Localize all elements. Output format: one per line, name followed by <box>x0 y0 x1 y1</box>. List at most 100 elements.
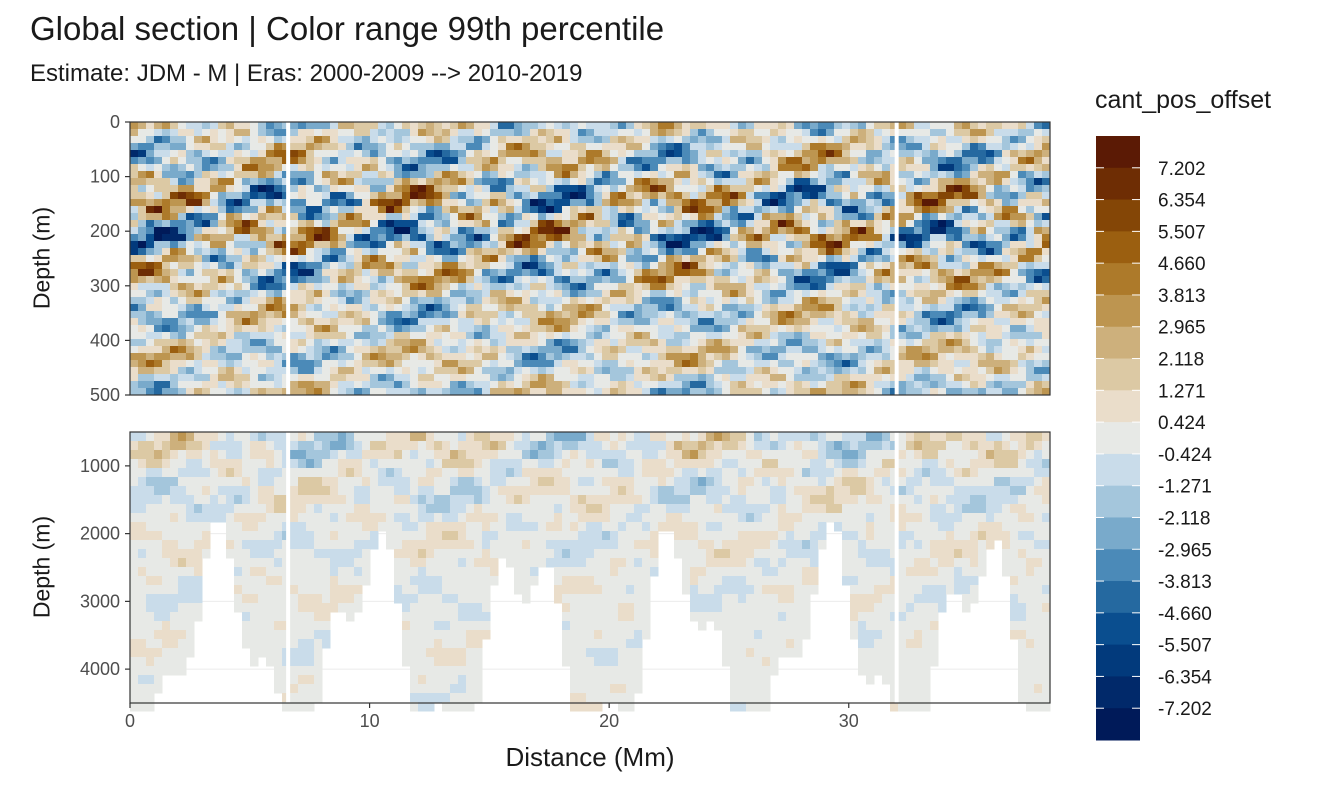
heat-cell <box>978 248 987 256</box>
heat-cell <box>202 353 211 361</box>
heat-cell <box>554 150 563 158</box>
heat-cell <box>178 504 187 514</box>
heat-cell <box>962 157 971 165</box>
heat-cell <box>242 432 251 442</box>
heat-cell <box>290 185 299 193</box>
heat-cell <box>250 381 259 389</box>
heat-cell <box>218 192 227 200</box>
heat-cell <box>298 248 307 256</box>
heat-cell <box>290 332 299 340</box>
heat-cell <box>914 283 923 291</box>
heat-cell <box>746 290 755 298</box>
heat-cell <box>202 495 211 505</box>
heat-cell <box>362 192 371 200</box>
heat-cell <box>450 206 459 214</box>
heat-cell <box>930 122 939 130</box>
heat-cell <box>354 388 363 396</box>
heat-cell <box>482 192 491 200</box>
heat-cell <box>242 576 251 586</box>
heat-cell <box>370 360 379 368</box>
heat-cell <box>418 199 427 207</box>
heat-cell <box>690 290 699 298</box>
heat-cell <box>946 339 955 347</box>
heat-cell <box>458 346 467 354</box>
heat-cell <box>978 367 987 375</box>
heat-cell <box>706 157 715 165</box>
heat-cell <box>730 178 739 186</box>
heat-cell <box>890 353 899 361</box>
heat-cell <box>242 441 251 451</box>
heat-cell <box>506 367 515 375</box>
heat-cell <box>298 388 307 396</box>
heat-cell <box>730 269 739 277</box>
heat-cell <box>634 122 643 130</box>
heat-cell <box>258 129 267 137</box>
heat-cell <box>322 157 331 165</box>
heat-cell <box>130 206 139 214</box>
heat-cell <box>250 522 259 532</box>
heat-cell <box>906 360 915 368</box>
heat-cell <box>962 255 971 263</box>
heat-cell <box>562 269 571 277</box>
heat-cell <box>290 122 299 130</box>
heat-cell <box>178 248 187 256</box>
heat-cell <box>754 157 763 165</box>
heat-cell <box>506 388 515 396</box>
heat-cell <box>1010 346 1019 354</box>
heat-cell <box>722 339 731 347</box>
heat-cell <box>682 388 691 396</box>
heat-cell <box>842 290 851 298</box>
heat-cell <box>770 206 779 214</box>
heat-cell <box>234 558 243 568</box>
heat-cell <box>170 585 179 595</box>
heat-cell <box>218 290 227 298</box>
heat-cell <box>130 603 139 613</box>
heat-cell <box>666 199 675 207</box>
heat-cell <box>386 311 395 319</box>
heat-cell <box>274 339 283 347</box>
heat-cell <box>618 339 627 347</box>
heat-cell <box>394 157 403 165</box>
heat-cell <box>210 468 219 478</box>
heat-cell <box>146 213 155 221</box>
heat-cell <box>890 388 899 396</box>
heat-cell <box>746 332 755 340</box>
heat-cell <box>306 381 315 389</box>
heat-cell <box>610 304 619 312</box>
heat-cell <box>658 178 667 186</box>
heat-cell <box>794 143 803 151</box>
heat-cell <box>170 297 179 305</box>
heat-cell <box>186 630 195 640</box>
heat-cell <box>898 248 907 256</box>
heat-cell <box>898 290 907 298</box>
heat-cell <box>170 531 179 541</box>
heat-cell <box>1034 129 1043 137</box>
heat-cell <box>634 262 643 270</box>
heat-cell <box>658 136 667 144</box>
heat-cell <box>314 262 323 270</box>
heat-cell <box>810 129 819 137</box>
heat-cell <box>394 381 403 389</box>
heat-cell <box>874 388 883 396</box>
heat-cell <box>442 318 451 326</box>
heat-cell <box>338 346 347 354</box>
heat-cell <box>130 276 139 284</box>
heat-cell <box>674 227 683 235</box>
heat-cell <box>826 360 835 368</box>
heat-cell <box>434 269 443 277</box>
heat-cell <box>714 388 723 396</box>
heat-cell <box>1026 248 1035 256</box>
heat-cell <box>530 248 539 256</box>
heat-cell <box>642 325 651 333</box>
heat-cell <box>882 136 891 144</box>
heat-cell <box>418 234 427 242</box>
heat-cell <box>610 248 619 256</box>
heat-cell <box>378 269 387 277</box>
heat-cell <box>234 199 243 207</box>
heat-cell <box>362 143 371 151</box>
heat-cell <box>250 164 259 172</box>
heat-cell <box>354 255 363 263</box>
heat-cell <box>954 241 963 249</box>
heat-cell <box>482 157 491 165</box>
heat-cell <box>306 157 315 165</box>
